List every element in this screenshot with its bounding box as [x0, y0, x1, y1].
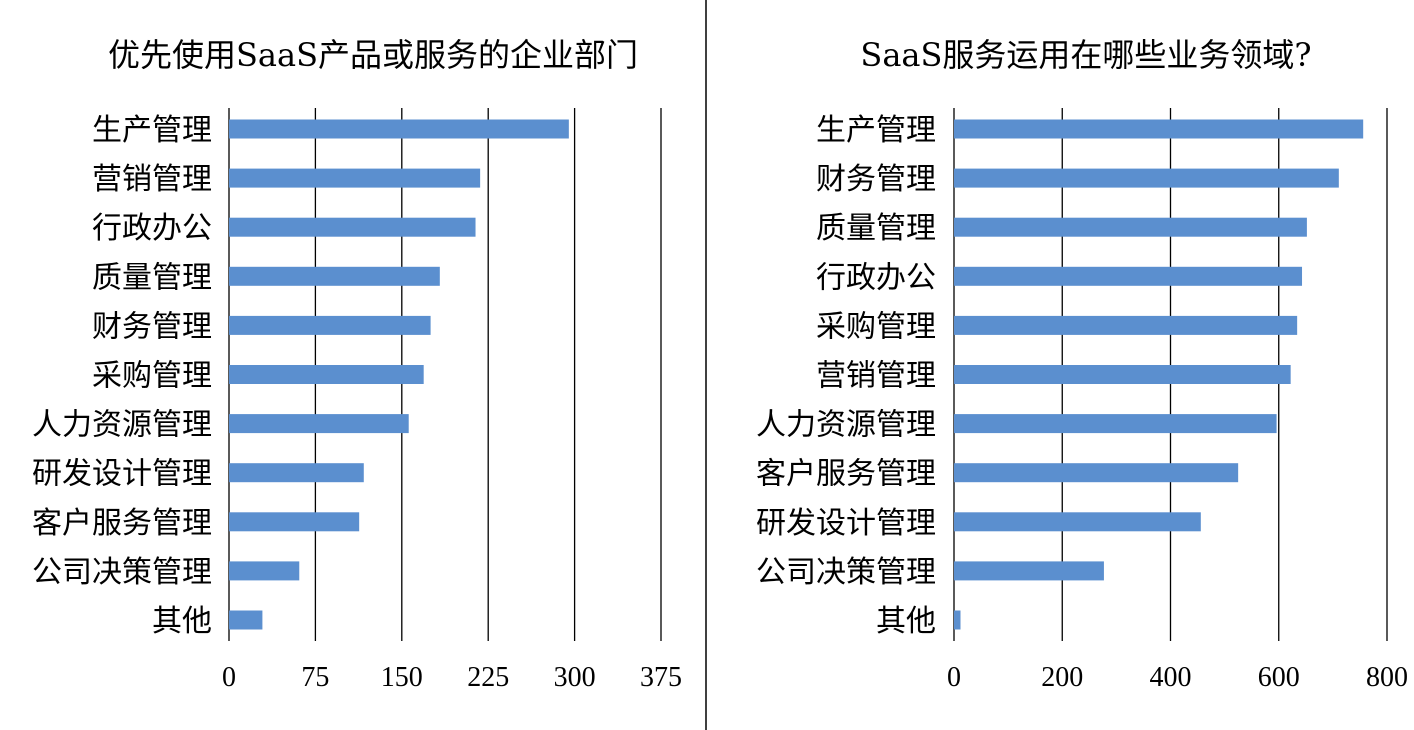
- right-category-label: 研发设计管理: [756, 506, 936, 541]
- left-category-label: 研发设计管理: [32, 457, 212, 492]
- right-category-label: 公司决策管理: [756, 555, 936, 590]
- left-bar: [229, 365, 424, 384]
- left-category-label: 行政办公: [92, 211, 212, 246]
- right-bar: [954, 217, 1307, 237]
- left-bar: [229, 463, 364, 483]
- left-tick-label: 375: [640, 662, 682, 693]
- left-tick-label: 150: [381, 662, 423, 693]
- right-bar: [954, 119, 1364, 139]
- right-bar: [954, 414, 1277, 434]
- right-bar: [954, 463, 1239, 483]
- right-chart: SaaS服务运用在哪些业务领域? 生产管理财务管理质量管理行政办公采购管理营销管…: [756, 36, 1408, 693]
- right-tick-label: 400: [1150, 662, 1192, 693]
- left-bar: [229, 414, 409, 434]
- left-category-label: 财务管理: [92, 309, 212, 344]
- right-category-label: 营销管理: [816, 359, 936, 394]
- left-chart: 优先使用SaaS产品或服务的企业部门 生产管理营销管理行政办公质量管理财务管理采…: [32, 36, 682, 693]
- right-category-label: 其他: [876, 604, 936, 639]
- left-tick-label: 225: [467, 662, 509, 693]
- left-category-label: 公司决策管理: [32, 555, 212, 590]
- right-tick-label: 200: [1041, 662, 1083, 693]
- right-tick-label: 800: [1366, 662, 1408, 693]
- right-bar: [954, 365, 1291, 384]
- right-category-label: 人力资源管理: [756, 408, 936, 443]
- left-bar: [229, 512, 360, 532]
- left-bar: [229, 561, 300, 581]
- right-bar: [954, 168, 1339, 188]
- right-tick-label: 600: [1258, 662, 1300, 693]
- right-category-label: 财务管理: [816, 162, 936, 197]
- right-bar: [954, 610, 961, 630]
- left-bar: [229, 217, 476, 237]
- right-category-label: 质量管理: [816, 211, 936, 246]
- right-category-label: 行政办公: [816, 260, 936, 295]
- left-category-label: 质量管理: [92, 260, 212, 295]
- left-category-label: 采购管理: [92, 359, 212, 394]
- left-bar: [229, 315, 431, 335]
- left-bar: [229, 610, 263, 630]
- left-bar: [229, 119, 569, 139]
- left-category-label: 营销管理: [92, 162, 212, 197]
- left-category-label: 客户服务管理: [32, 506, 212, 541]
- right-bar: [954, 315, 1298, 335]
- right-bar: [954, 512, 1201, 532]
- left-tick-label: 0: [222, 662, 236, 693]
- left-category-label: 生产管理: [92, 113, 212, 148]
- left-category-label: 其他: [152, 604, 212, 639]
- right-category-label: 生产管理: [816, 113, 936, 148]
- right-bar: [954, 561, 1104, 581]
- right-bar: [954, 266, 1303, 286]
- left-tick-label: 75: [301, 662, 329, 693]
- left-bar: [229, 266, 440, 286]
- left-category-label: 人力资源管理: [32, 408, 212, 443]
- right-tick-label: 0: [947, 662, 961, 693]
- right-chart-title: SaaS服务运用在哪些业务领域?: [860, 36, 1311, 74]
- left-chart-title: 优先使用SaaS产品或服务的企业部门: [108, 36, 638, 74]
- right-category-label: 采购管理: [816, 309, 936, 344]
- right-category-label: 客户服务管理: [756, 457, 936, 492]
- left-tick-label: 300: [554, 662, 596, 693]
- left-bar: [229, 168, 481, 188]
